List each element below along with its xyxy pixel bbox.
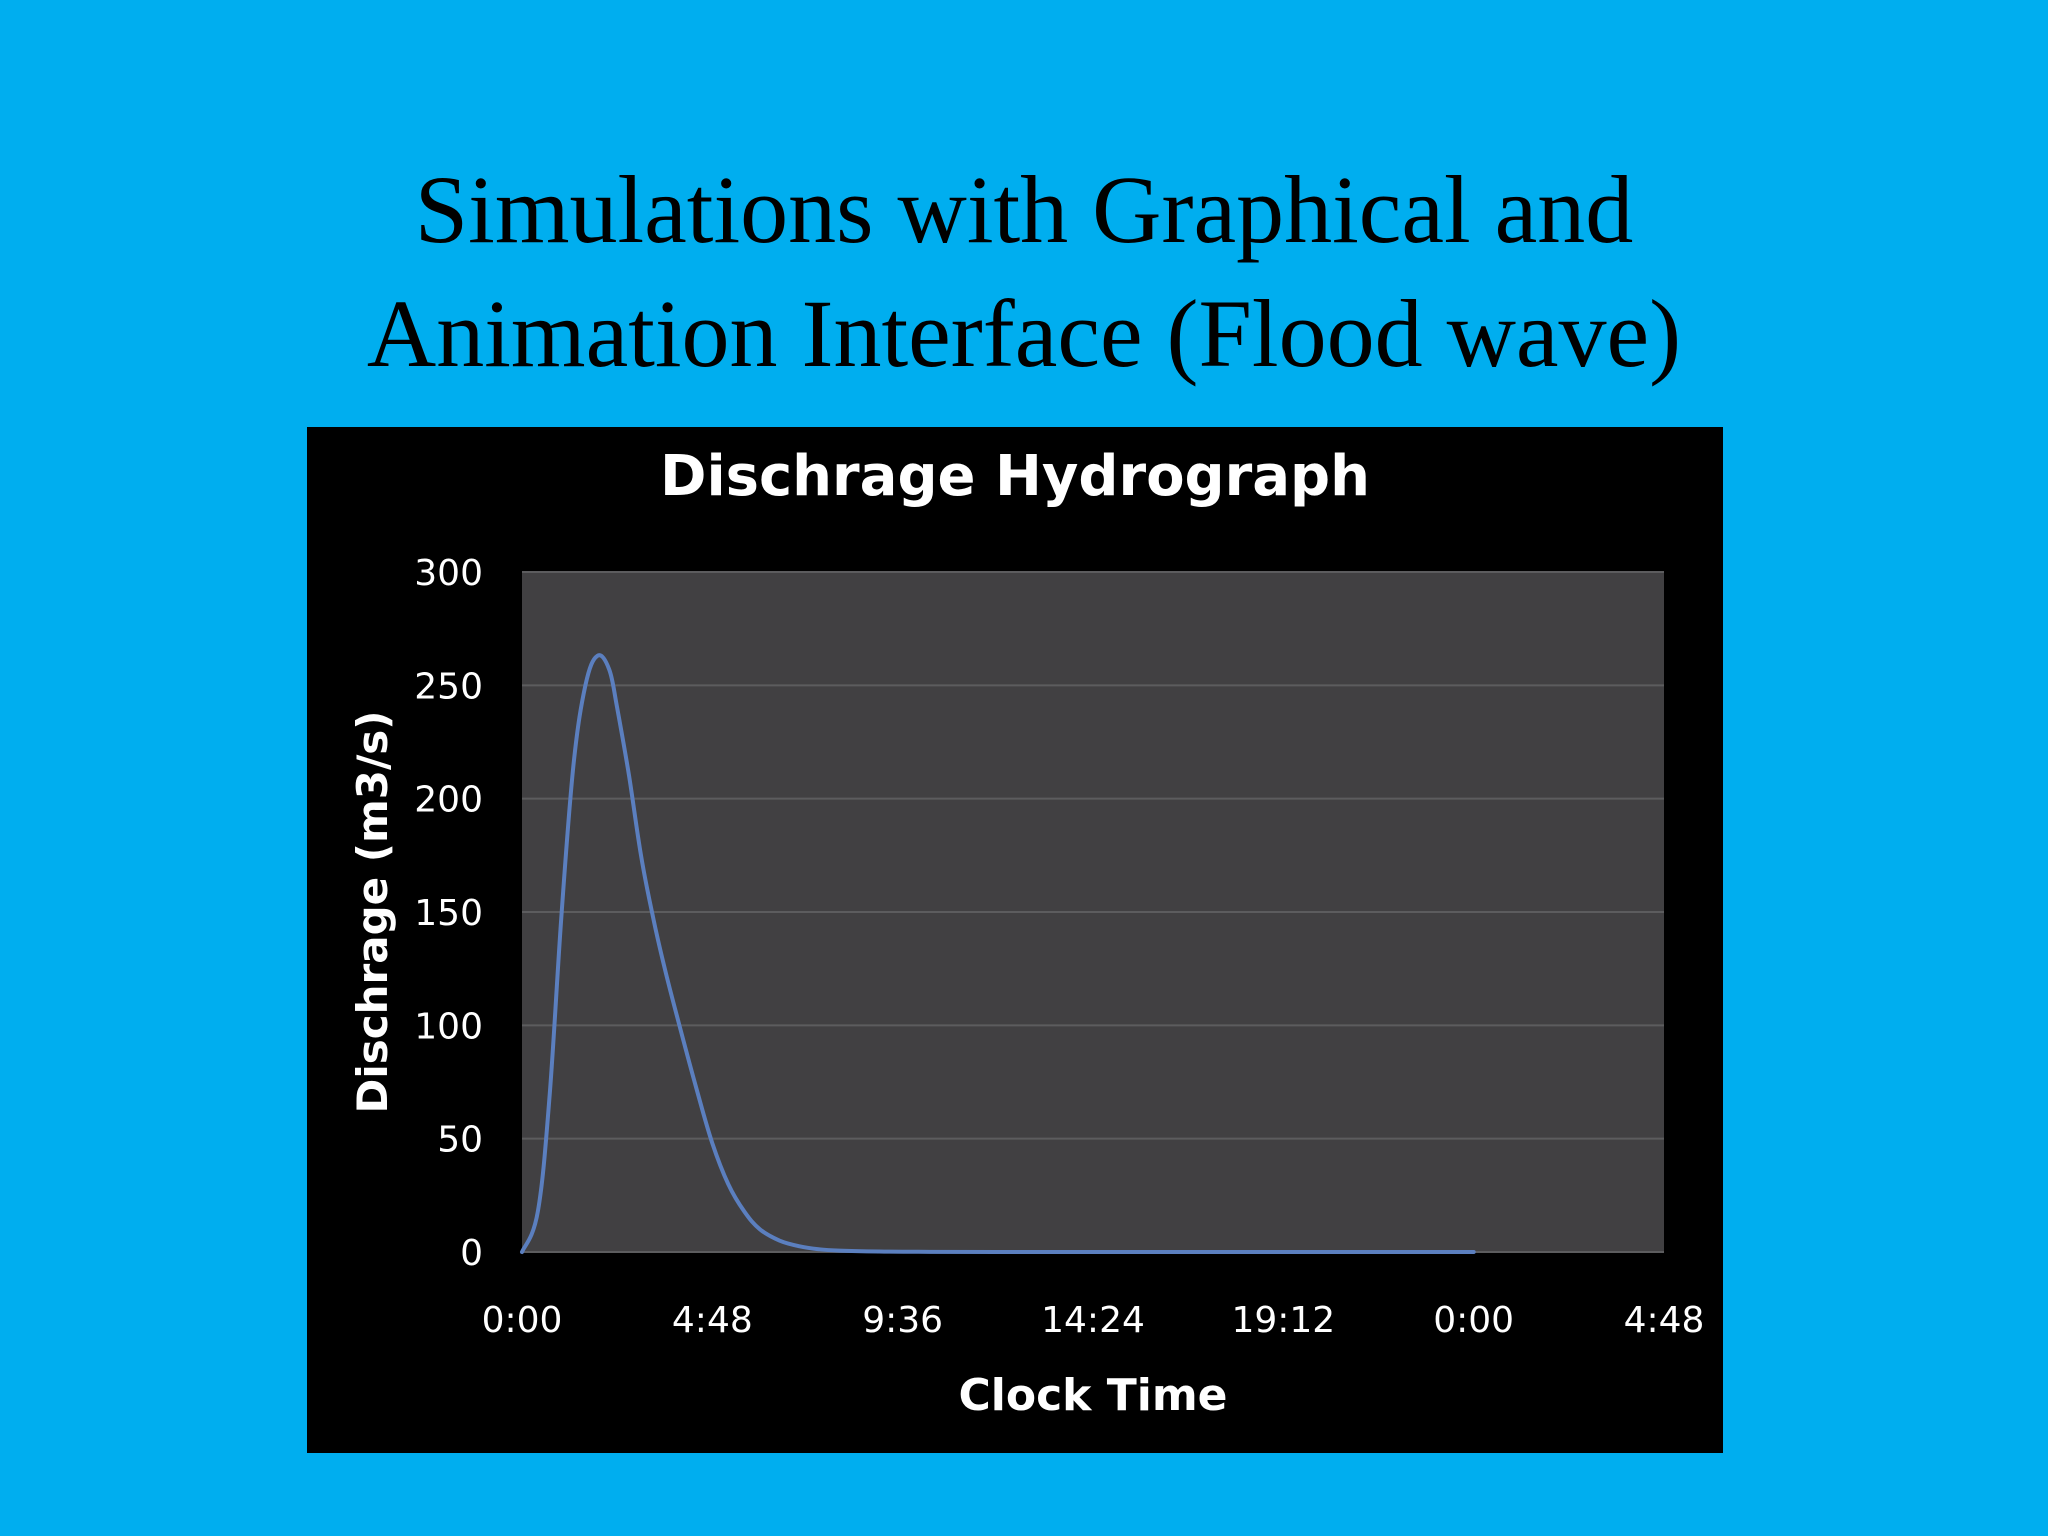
y-tick-label: 250 bbox=[414, 666, 483, 707]
slide-title-line-1: Simulations with Graphical and bbox=[414, 156, 1634, 263]
x-tick-label: 14:24 bbox=[1041, 1300, 1145, 1341]
y-tick-label: 300 bbox=[414, 553, 483, 594]
x-tick-label: 0:00 bbox=[1433, 1300, 1514, 1341]
y-tick-label: 50 bbox=[437, 1120, 483, 1161]
x-tick-label: 9:36 bbox=[862, 1300, 943, 1341]
x-axis-tick-labels: 0:00 4:48 9:36 14:24 19:12 0:00 4:48 bbox=[482, 1300, 1705, 1341]
discharge-series-line bbox=[520, 653, 1476, 1254]
y-axis-label: Dischrage (m3/s) bbox=[348, 711, 397, 1114]
x-axis-label: Clock Time bbox=[958, 1370, 1227, 1421]
y-tick-label: 200 bbox=[414, 780, 483, 821]
slide-title: Simulations with Graphical and Animation… bbox=[0, 148, 2048, 396]
x-tick-label: 4:48 bbox=[1624, 1300, 1705, 1341]
x-tick-label: 4:48 bbox=[672, 1300, 753, 1341]
x-tick-label: 0:00 bbox=[482, 1300, 563, 1341]
slide-title-line-2: Animation Interface (Flood wave) bbox=[366, 280, 1682, 387]
chart-panel: Dischrage Hydrograph 0 50 100 150 200 250 300 … bbox=[307, 427, 1723, 1453]
y-tick-label: 100 bbox=[414, 1006, 483, 1047]
x-tick-label: 19:12 bbox=[1231, 1300, 1335, 1341]
chart-title: Dischrage Hydrograph bbox=[660, 444, 1370, 509]
hydrograph-chart: Dischrage Hydrograph 050100150200250300 … bbox=[307, 427, 1723, 1453]
y-axis-tick-labels: 0 50 100 150 200 250 300 bbox=[414, 553, 483, 1274]
y-tick-label: 0 bbox=[460, 1233, 483, 1274]
y-tick-label: 150 bbox=[414, 893, 483, 934]
